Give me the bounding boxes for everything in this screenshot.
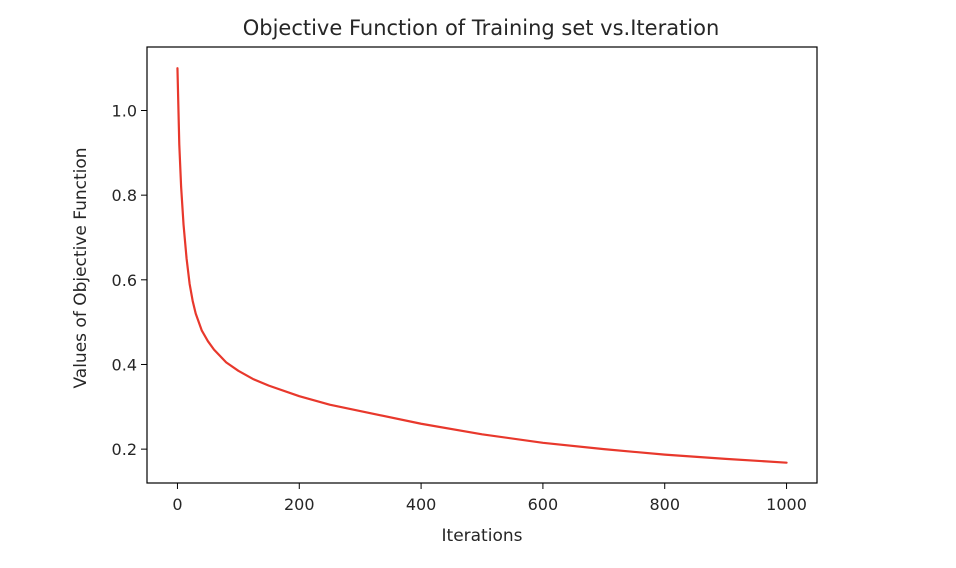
plot-area bbox=[176, 67, 788, 464]
x-tick-label: 1000 bbox=[766, 495, 807, 514]
x-tick-label: 600 bbox=[528, 495, 559, 514]
y-tick-label: 0.8 bbox=[112, 186, 137, 205]
x-tick-label: 800 bbox=[649, 495, 680, 514]
y-tick-label: 0.4 bbox=[112, 355, 137, 374]
x-axis-label: Iterations bbox=[442, 526, 523, 546]
series-line-0 bbox=[176, 67, 788, 464]
y-axis-label: Values of Objective Function bbox=[71, 147, 91, 388]
y-axis: 0.2 0.4 0.6 0.8 1.0 bbox=[112, 101, 147, 459]
y-tick-label: 1.0 bbox=[112, 101, 137, 120]
x-tick-label: 200 bbox=[284, 495, 315, 514]
plot-frame bbox=[146, 46, 818, 484]
x-tick-label: 400 bbox=[406, 495, 437, 514]
y-tick-label: 0.6 bbox=[112, 271, 137, 290]
x-axis: 0 200 400 600 800 1000 bbox=[172, 483, 807, 514]
y-tick-label: 0.2 bbox=[112, 440, 137, 459]
chart-title: Objective Function of Training set vs.It… bbox=[243, 16, 720, 40]
x-tick-label: 0 bbox=[172, 495, 182, 514]
